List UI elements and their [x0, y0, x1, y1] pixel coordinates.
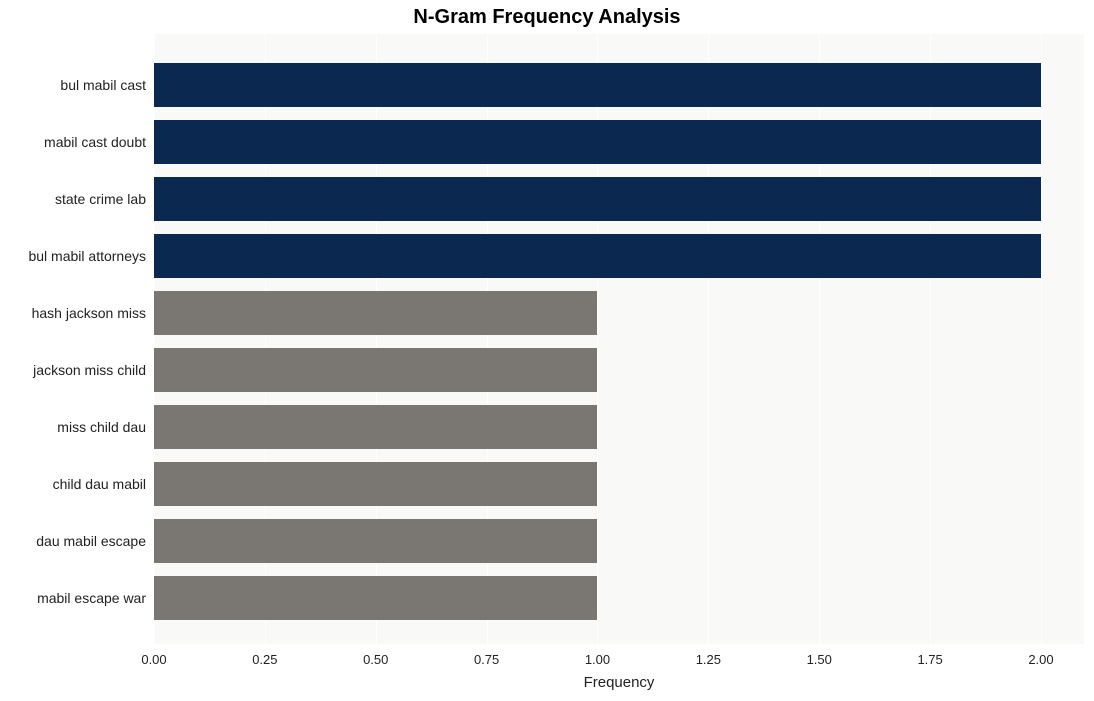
x-tick-label: 1.50: [807, 652, 832, 667]
bar: [154, 120, 1041, 164]
bar: [154, 348, 597, 392]
bar: [154, 234, 1041, 278]
x-tick-label: 0.00: [141, 652, 166, 667]
y-tick-label: mabil escape war: [37, 590, 146, 606]
y-tick-label: miss child dau: [57, 419, 146, 435]
x-tick-label: 0.25: [252, 652, 277, 667]
grid-line: [1041, 34, 1042, 644]
x-tick-label: 1.75: [917, 652, 942, 667]
y-tick-label: child dau mabil: [53, 476, 146, 492]
y-tick-label: bul mabil cast: [60, 77, 146, 93]
bar: [154, 405, 597, 449]
bar: [154, 291, 597, 335]
x-axis-title: Frequency: [154, 674, 1084, 691]
x-tick-label: 1.00: [585, 652, 610, 667]
bar: [154, 519, 597, 563]
y-tick-label: bul mabil attorneys: [28, 248, 146, 264]
ngram-frequency-chart: N-Gram Frequency Analysis bul mabil cast…: [0, 0, 1094, 701]
plot-area: [154, 34, 1084, 644]
y-tick-label: jackson miss child: [33, 362, 146, 378]
y-tick-label: hash jackson miss: [32, 305, 146, 321]
x-tick-label: 1.25: [696, 652, 721, 667]
bar: [154, 462, 597, 506]
chart-title: N-Gram Frequency Analysis: [0, 6, 1094, 29]
x-tick-label: 0.75: [474, 652, 499, 667]
y-tick-label: dau mabil escape: [36, 533, 146, 549]
x-tick-label: 0.50: [363, 652, 388, 667]
x-tick-label: 2.00: [1028, 652, 1053, 667]
x-axis-labels: 0.000.250.500.751.001.251.501.752.00: [154, 652, 1084, 672]
y-tick-label: state crime lab: [55, 191, 146, 207]
y-axis-labels: bul mabil cast mabil cast doubt state crim…: [0, 34, 146, 644]
bar: [154, 177, 1041, 221]
bar: [154, 63, 1041, 107]
y-tick-label: mabil cast doubt: [44, 134, 146, 150]
bar: [154, 576, 597, 620]
